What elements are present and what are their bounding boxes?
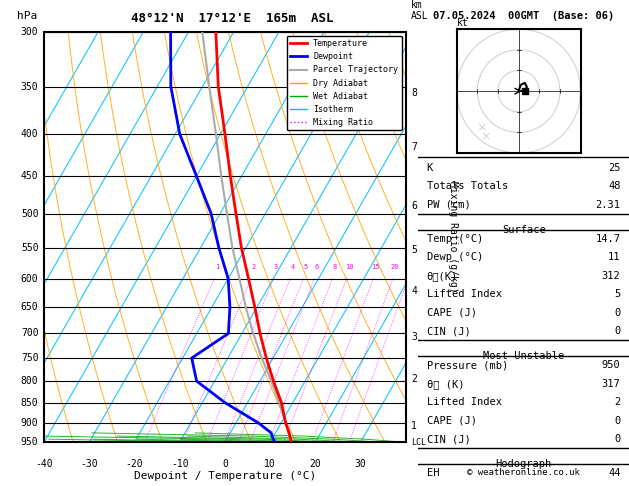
Text: CAPE (J): CAPE (J) <box>426 308 477 318</box>
Text: Mixing Ratio (g/kg): Mixing Ratio (g/kg) <box>448 181 458 293</box>
Text: 48°12'N  17°12'E  165m  ASL: 48°12'N 17°12'E 165m ASL <box>131 12 334 25</box>
Text: 2: 2 <box>615 397 621 407</box>
Text: 11: 11 <box>608 252 621 262</box>
Text: -10: -10 <box>171 459 189 469</box>
Text: 20: 20 <box>391 264 399 271</box>
Text: CIN (J): CIN (J) <box>426 326 470 336</box>
Text: km
ASL: km ASL <box>411 0 429 21</box>
Text: © weatheronline.co.uk: © weatheronline.co.uk <box>467 468 580 477</box>
Text: 2: 2 <box>252 264 255 271</box>
Text: 15: 15 <box>371 264 380 271</box>
Text: 6: 6 <box>411 201 417 211</box>
Text: 5: 5 <box>304 264 308 271</box>
Text: θᴇ (K): θᴇ (K) <box>426 379 464 389</box>
Text: -40: -40 <box>35 459 53 469</box>
Text: hPa: hPa <box>17 11 37 21</box>
Text: K: K <box>426 163 433 173</box>
Text: 750: 750 <box>21 353 38 363</box>
Text: Dewp (°C): Dewp (°C) <box>426 252 483 262</box>
Text: 2: 2 <box>411 374 417 384</box>
Text: 312: 312 <box>602 271 621 281</box>
Text: 0: 0 <box>615 416 621 426</box>
Text: θᴇ(K): θᴇ(K) <box>426 271 458 281</box>
Text: 800: 800 <box>21 376 38 386</box>
Text: 950: 950 <box>602 360 621 370</box>
Text: 48: 48 <box>608 181 621 191</box>
Text: 900: 900 <box>21 418 38 428</box>
Text: CIN (J): CIN (J) <box>426 434 470 444</box>
Text: 10: 10 <box>264 459 276 469</box>
Text: -20: -20 <box>126 459 143 469</box>
Text: 3: 3 <box>411 332 417 342</box>
Text: 8: 8 <box>411 87 417 98</box>
Text: Dewpoint / Temperature (°C): Dewpoint / Temperature (°C) <box>134 471 316 481</box>
Text: Totals Totals: Totals Totals <box>426 181 508 191</box>
Text: 44: 44 <box>608 469 621 478</box>
Text: Lifted Index: Lifted Index <box>426 397 502 407</box>
Text: 1: 1 <box>411 421 417 431</box>
Text: 7: 7 <box>411 142 417 152</box>
Text: 500: 500 <box>21 208 38 219</box>
Text: 5: 5 <box>615 289 621 299</box>
Text: 350: 350 <box>21 82 38 91</box>
Text: 450: 450 <box>21 171 38 181</box>
Text: 0: 0 <box>615 326 621 336</box>
Text: CAPE (J): CAPE (J) <box>426 416 477 426</box>
Text: 4: 4 <box>411 286 417 296</box>
Text: 25: 25 <box>608 163 621 173</box>
Text: Most Unstable: Most Unstable <box>483 351 564 361</box>
Text: 20: 20 <box>309 459 321 469</box>
Text: Surface: Surface <box>502 225 545 235</box>
Text: $\times$: $\times$ <box>476 122 487 135</box>
Text: 10: 10 <box>345 264 353 271</box>
Text: 650: 650 <box>21 302 38 312</box>
Text: 14.7: 14.7 <box>596 234 621 244</box>
Text: 5: 5 <box>411 245 417 255</box>
Legend: Temperature, Dewpoint, Parcel Trajectory, Dry Adiabat, Wet Adiabat, Isotherm, Mi: Temperature, Dewpoint, Parcel Trajectory… <box>287 36 401 130</box>
Text: 0: 0 <box>615 308 621 318</box>
Text: 3: 3 <box>274 264 278 271</box>
Text: 300: 300 <box>21 27 38 36</box>
Text: 950: 950 <box>21 437 38 447</box>
Text: 07.05.2024  00GMT  (Base: 06): 07.05.2024 00GMT (Base: 06) <box>433 11 615 21</box>
Text: 0: 0 <box>615 434 621 444</box>
Text: Temp (°C): Temp (°C) <box>426 234 483 244</box>
Text: 317: 317 <box>602 379 621 389</box>
Text: 550: 550 <box>21 243 38 253</box>
Text: 6: 6 <box>315 264 319 271</box>
Text: 4: 4 <box>291 264 295 271</box>
Text: -30: -30 <box>81 459 98 469</box>
Text: $\times$: $\times$ <box>480 130 491 143</box>
Text: 600: 600 <box>21 274 38 283</box>
Text: 2.31: 2.31 <box>596 200 621 209</box>
Text: kt: kt <box>457 18 469 28</box>
Text: 1: 1 <box>215 264 219 271</box>
Text: Lifted Index: Lifted Index <box>426 289 502 299</box>
Text: 30: 30 <box>355 459 366 469</box>
Text: LCL: LCL <box>411 438 426 447</box>
Text: 8: 8 <box>333 264 337 271</box>
Text: EH: EH <box>426 469 439 478</box>
Text: 400: 400 <box>21 129 38 139</box>
Text: 0: 0 <box>222 459 228 469</box>
Text: Hodograph: Hodograph <box>496 459 552 469</box>
Text: Pressure (mb): Pressure (mb) <box>426 360 508 370</box>
Text: PW (cm): PW (cm) <box>426 200 470 209</box>
Text: 700: 700 <box>21 329 38 338</box>
Text: 850: 850 <box>21 398 38 408</box>
